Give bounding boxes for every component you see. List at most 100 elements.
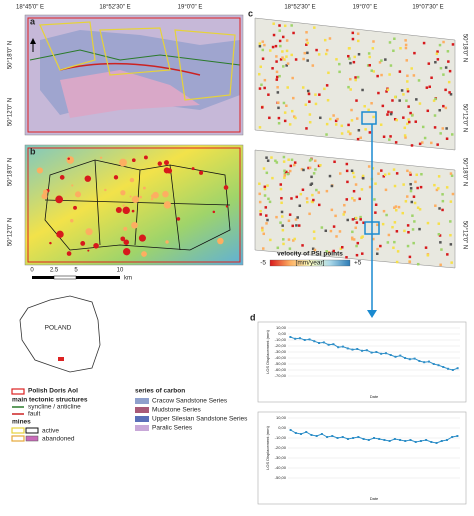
psi-point (263, 194, 267, 197)
psi-point (285, 104, 288, 108)
psi-point (367, 52, 371, 55)
coord-label: 50°18'0" N (8, 41, 14, 69)
point (404, 440, 407, 442)
legend-label: series of carbon (135, 388, 185, 395)
point (404, 357, 407, 359)
psi-point (432, 99, 436, 102)
psi-point (345, 162, 349, 166)
psi-point (292, 31, 295, 35)
psi-point (406, 89, 410, 93)
psi-point (418, 102, 422, 105)
legend (11, 388, 149, 442)
psi-point (266, 218, 269, 222)
psi-point (277, 106, 280, 110)
psi-point (402, 183, 405, 186)
psi-point (352, 60, 356, 64)
psi-point (437, 175, 441, 178)
psi-point (361, 252, 364, 255)
psi-point (283, 111, 287, 114)
y-tick-label: 10,00 (276, 325, 287, 330)
point (380, 352, 383, 355)
psi-point (261, 226, 264, 230)
psi-point (325, 189, 329, 193)
psi-point (439, 132, 442, 135)
psi-point (298, 204, 302, 208)
psi-point (367, 108, 370, 112)
psi-point (286, 86, 289, 89)
psi-point (335, 58, 338, 61)
point (361, 349, 364, 352)
psi-point (372, 115, 375, 119)
psi-point (410, 144, 414, 147)
psi-point (283, 24, 287, 28)
spot (122, 204, 125, 207)
point (346, 438, 349, 440)
point (298, 337, 301, 340)
psi-point (261, 48, 265, 52)
psi-point (420, 173, 423, 176)
psi-point (433, 114, 437, 117)
psi-point (283, 58, 286, 61)
north-arrow (30, 38, 36, 52)
psi-point (279, 58, 283, 61)
psi-point (349, 61, 352, 65)
point (341, 436, 344, 438)
psi-point (438, 43, 442, 47)
map-b (24, 144, 244, 266)
psi-point (310, 175, 313, 179)
psi-point (439, 66, 443, 70)
psi-point (357, 129, 361, 132)
psi-point (320, 226, 324, 229)
point (294, 337, 297, 340)
psi-point (357, 53, 361, 56)
psi-point (292, 239, 295, 242)
psi-point (361, 176, 365, 180)
spot (212, 210, 216, 214)
psi-point (447, 80, 451, 84)
psi-point (293, 161, 297, 164)
psi-point (416, 186, 419, 190)
spot (59, 175, 65, 180)
psi-point (363, 104, 366, 108)
psi-point (290, 158, 294, 162)
psi-point (266, 159, 270, 162)
psi-point (259, 65, 263, 69)
spot (131, 195, 140, 204)
psi-point (265, 222, 268, 225)
psi-point (392, 49, 395, 53)
psi-point (332, 114, 335, 117)
panel-label: a (30, 16, 36, 26)
psi-point (386, 88, 390, 91)
point (300, 433, 303, 435)
psi-point (265, 156, 268, 159)
psi-point (285, 170, 288, 174)
psi-point (336, 117, 339, 121)
psi-point (422, 41, 426, 45)
point (346, 347, 349, 350)
point (308, 338, 311, 341)
psi-point (345, 256, 348, 259)
psi-point (392, 168, 396, 171)
psi-point (259, 209, 262, 213)
point (378, 438, 381, 440)
psi-point (434, 97, 437, 101)
psi-point (416, 206, 420, 209)
psi-point (351, 171, 355, 175)
point (326, 436, 329, 438)
psi-point (277, 101, 280, 104)
psi-point (355, 221, 359, 224)
psi-point (301, 188, 305, 192)
spot (42, 189, 48, 195)
psi-point (441, 199, 445, 203)
psi-point (361, 88, 364, 92)
psi-point (272, 33, 276, 37)
psi-point (397, 205, 401, 209)
psi-point (405, 195, 409, 198)
psi-point (265, 171, 269, 175)
psi-point (306, 89, 310, 93)
point (408, 358, 411, 361)
psi-point (333, 160, 336, 164)
psi-point (449, 200, 453, 203)
spot (223, 185, 229, 190)
psi-point (403, 134, 407, 137)
